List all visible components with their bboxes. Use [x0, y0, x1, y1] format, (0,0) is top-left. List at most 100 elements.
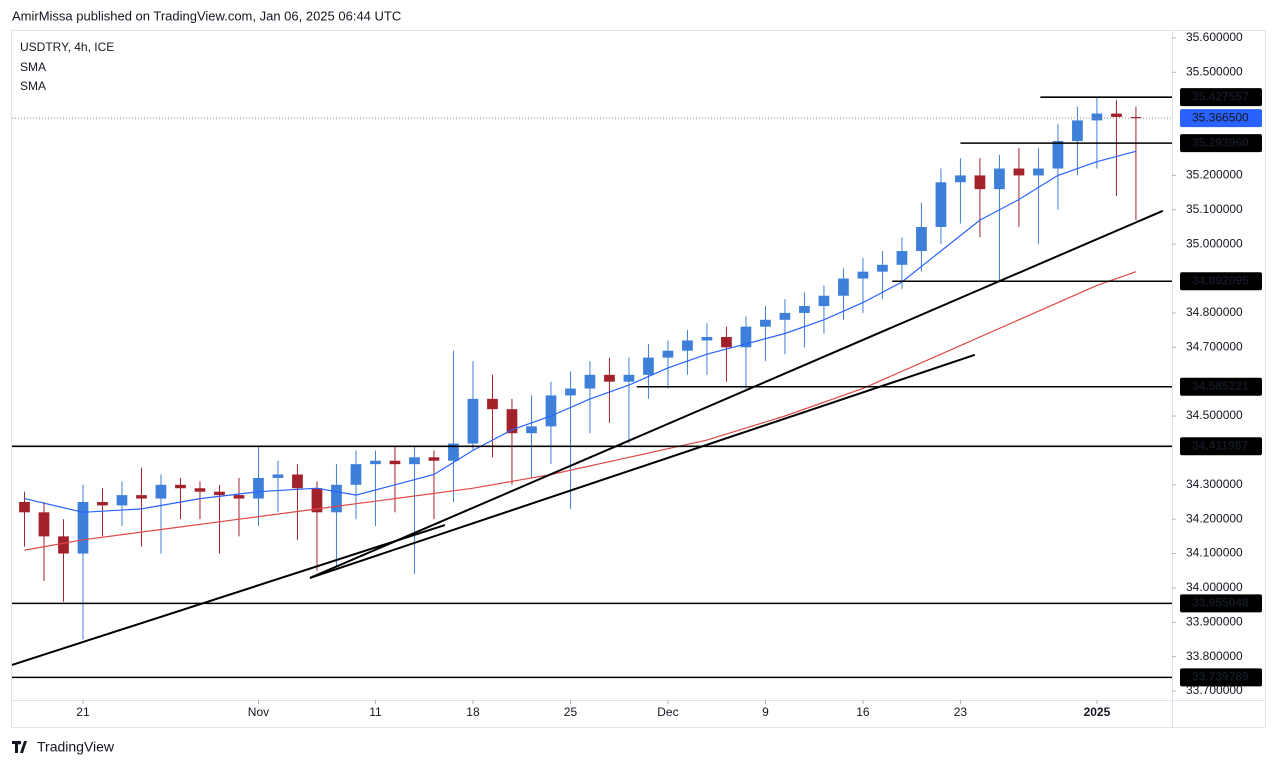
- candle-body: [311, 488, 323, 513]
- x-tick-label: 2025: [1084, 705, 1111, 719]
- y-tick-label: 35.100000: [1186, 202, 1243, 216]
- candle-body: [721, 336, 732, 348]
- y-tick-label: 34.500000: [1186, 408, 1243, 422]
- level-label-box: [1180, 668, 1262, 687]
- candle-body: [272, 474, 284, 478]
- symbol-title: USDTRY, 4h, ICE: [20, 40, 114, 54]
- candle-body: [662, 350, 674, 358]
- trend-line: [309, 209, 1164, 579]
- x-tick-label: Dec: [657, 705, 678, 719]
- trend-line: [11, 524, 446, 666]
- y-tick-label: 34.300000: [1186, 477, 1243, 491]
- y-tick-label: 34.700000: [1186, 339, 1243, 353]
- candle-body: [428, 457, 440, 461]
- y-tick-label: 35.000000: [1186, 236, 1243, 250]
- candle-body: [1091, 113, 1103, 121]
- level-label: 34.585221: [1192, 379, 1249, 393]
- x-tick-label: 16: [856, 705, 870, 719]
- legend-entry[interactable]: SMA: [20, 79, 46, 93]
- candle-body: [877, 264, 888, 272]
- level-label-box: [1180, 594, 1262, 613]
- candle-body: [955, 175, 966, 183]
- level-label: 34.411987: [1192, 438, 1248, 452]
- level-label: 33.739789: [1192, 670, 1249, 684]
- candle-body: [838, 278, 849, 296]
- y-tick-label: 34.000000: [1186, 580, 1243, 594]
- last-price-box: [1180, 109, 1262, 128]
- candle-body: [1130, 116, 1142, 119]
- y-tick-label: 33.900000: [1186, 614, 1243, 628]
- candle-body: [136, 495, 147, 499]
- candle-body: [994, 168, 1005, 190]
- x-tick-label: Nov: [248, 705, 269, 719]
- candle-body: [155, 484, 167, 499]
- sma-line: [24, 271, 1137, 551]
- level-label-box: [1180, 134, 1262, 153]
- x-tick-label: 11: [369, 705, 382, 719]
- y-tick-label: 33.700000: [1186, 683, 1243, 697]
- candle-body: [623, 374, 635, 382]
- x-tick-label: 25: [564, 705, 578, 719]
- candle-body: [58, 536, 69, 554]
- chart-frame: [11, 30, 1266, 728]
- y-tick-label: 33.800000: [1186, 649, 1243, 663]
- candle-body: [292, 474, 303, 489]
- candle-body: [857, 271, 869, 279]
- candle-body: [506, 409, 518, 434]
- candle-body: [233, 495, 245, 499]
- candle-body: [194, 488, 206, 492]
- level-label: 34.892095: [1192, 273, 1249, 287]
- candle-body: [1111, 113, 1122, 117]
- tradingview-logo: [12, 741, 27, 753]
- candle-body: [1013, 168, 1025, 176]
- x-tick-label: 21: [76, 705, 90, 719]
- candle-body: [370, 460, 381, 465]
- level-label-box: [1180, 377, 1262, 396]
- y-tick-label: 34.800000: [1186, 305, 1243, 319]
- candle-body: [701, 336, 713, 341]
- level-label-box: [1180, 272, 1262, 291]
- candle-body: [467, 398, 479, 444]
- candle-body: [175, 484, 186, 489]
- legend-entry[interactable]: SMA: [20, 60, 46, 74]
- candle-body: [350, 464, 362, 485]
- candle-body: [38, 512, 50, 537]
- candle-body: [19, 501, 30, 513]
- candle-body: [97, 501, 108, 506]
- candle-body: [1033, 168, 1044, 176]
- y-tick-label: 34.200000: [1186, 511, 1243, 525]
- candle-body: [896, 251, 908, 265]
- level-label: 35.427557: [1192, 89, 1249, 103]
- x-tick-label: 9: [762, 705, 769, 719]
- level-label-box: [1180, 88, 1262, 107]
- trend-line: [309, 353, 976, 579]
- candle-body: [779, 312, 791, 320]
- candle-body: [545, 395, 557, 427]
- candle-body: [565, 388, 576, 396]
- level-label: 35.293960: [1192, 135, 1249, 149]
- candle-body: [760, 319, 771, 327]
- candle-body: [974, 175, 986, 190]
- candle-body: [389, 460, 401, 465]
- x-tick-label: 23: [954, 705, 968, 719]
- candle-body: [214, 491, 225, 496]
- candle-body: [487, 398, 498, 410]
- x-tick-label: 18: [466, 705, 480, 719]
- candle-body: [409, 457, 420, 465]
- candle-body: [331, 484, 342, 513]
- y-tick-label: 35.500000: [1186, 64, 1243, 78]
- candle-body: [818, 295, 830, 307]
- candle-body: [799, 306, 810, 313]
- footer-brand: TradingView: [37, 739, 115, 755]
- last-price-label: 35.366500: [1192, 110, 1249, 124]
- sma-line: [24, 150, 1137, 513]
- level-label: 33.955048: [1192, 596, 1249, 610]
- candle-body: [448, 443, 459, 461]
- publish-header: AmirMissa published on TradingView.com, …: [12, 8, 401, 23]
- y-tick-label: 34.100000: [1186, 546, 1243, 560]
- candle-body: [604, 374, 615, 382]
- y-tick-label: 35.600000: [1186, 30, 1243, 44]
- level-label-box: [1180, 437, 1262, 456]
